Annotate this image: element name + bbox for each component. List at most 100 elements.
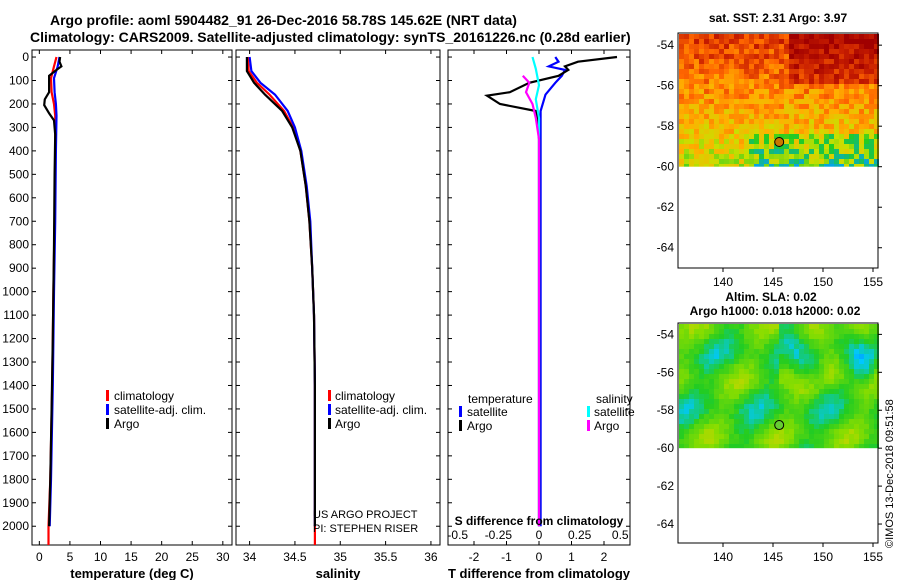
legend-label: Argo [467, 419, 493, 433]
lon-tick-label: 145 [763, 275, 783, 289]
y-tick-label: 600 [9, 191, 29, 205]
map-border [677, 32, 879, 269]
top-axis-label: S difference from climatology [455, 514, 624, 528]
legend-label: climatology [114, 389, 174, 403]
x-axis-label: temperature (deg C) [70, 566, 194, 580]
legend-label: climatology [335, 389, 395, 403]
title-line-2: Climatology: CARS2009. Satellite-adjuste… [30, 29, 631, 45]
x-tick-label: -2 [469, 550, 480, 564]
plot-frame [31, 49, 233, 546]
x-tick-label: 35 [334, 550, 348, 564]
map-raster [679, 34, 879, 167]
y-tick-label: 1000 [2, 285, 29, 299]
y-tick-label: 1100 [3, 308, 29, 322]
x-tick-label: 34 [243, 550, 257, 564]
lat-tick-label: -58 [657, 403, 675, 417]
y-tick-label: 1600 [2, 425, 29, 439]
x-tick-label: 34.5 [283, 550, 307, 564]
x-tick-label: 30 [216, 550, 230, 564]
y-tick-label: 1500 [2, 402, 29, 416]
x-tick-label: 35.5 [374, 550, 398, 564]
y-tick-label: 1200 [2, 332, 29, 346]
y-tick-label: 800 [9, 238, 29, 252]
lat-tick-label: -56 [657, 365, 675, 379]
y-tick-label: 100 [9, 73, 29, 87]
legend-label: Argo [114, 417, 140, 431]
x-tick-label: 20 [155, 550, 169, 564]
lat-tick-label: -58 [657, 119, 675, 133]
legend-label: satellite [594, 405, 635, 419]
y-tick-label: 2000 [2, 519, 29, 533]
sst-map: sat. SST: 2.31 Argo: 3.97 -54 -56 -58 -60 -62… [657, 11, 884, 289]
lat-tick-label: -60 [657, 160, 675, 174]
x-tick-label: 0 [36, 550, 43, 564]
legend-title: salinity [596, 392, 633, 406]
legend-label: Argo [335, 417, 361, 431]
x-tick-label: 2 [601, 550, 608, 564]
lon-tick-label: 145 [763, 550, 783, 564]
top-tick-label: -0.5 [447, 528, 468, 542]
legend-swatch [328, 390, 331, 401]
series-line [521, 75, 541, 527]
legend-swatch [106, 404, 109, 415]
map-border [677, 322, 879, 544]
plot-frame [235, 49, 441, 546]
x-tick-label: -1 [501, 550, 512, 564]
legend-label: Argo [594, 419, 620, 433]
lon-tick-label: 155 [863, 275, 883, 289]
y-tick-label: 500 [9, 167, 29, 181]
top-tick-label: -0.25 [485, 528, 513, 542]
legend-swatch [587, 420, 590, 431]
top-tick-label: 0 [536, 528, 543, 542]
map-title: Argo h1000: 0.018 h2000: 0.02 [690, 304, 861, 318]
lon-tick-label: 150 [813, 550, 833, 564]
map-title: Altim. SLA: 0.02 [725, 290, 817, 304]
lat-tick-label: -56 [657, 79, 675, 93]
lat-tick-label: -54 [657, 327, 675, 341]
legend-label: satellite-adj. clim. [335, 403, 427, 417]
legend-swatch [106, 418, 109, 429]
map-raster [679, 324, 879, 449]
legend-swatch [459, 420, 462, 431]
y-tick-label: 1300 [2, 355, 29, 369]
argo-float-marker [774, 420, 785, 431]
x-tick-label: 15 [124, 550, 138, 564]
lon-tick-label: 140 [713, 550, 733, 564]
y-tick-label: 1900 [2, 496, 29, 510]
y-tick-label: 0 [22, 50, 29, 64]
x-tick-label: 25 [186, 550, 200, 564]
credit-annotation: US ARGO PROJECT [313, 509, 418, 521]
y-tick-label: 1400 [2, 378, 29, 392]
imos-stamp: ©IMOS 13-Dec-2018 09:51:58 [884, 399, 896, 548]
lat-tick-label: -62 [657, 479, 675, 493]
title-line-1: Argo profile: aoml 5904482_91 26-Dec-201… [50, 12, 517, 28]
argo-float-marker [774, 136, 785, 147]
legend-swatch [328, 404, 331, 415]
x-tick-label: 1 [568, 550, 575, 564]
temperature-profile-chart: 0100200300400500600700800900100011001200… [2, 49, 233, 580]
legend-swatch [106, 390, 109, 401]
y-tick-label: 900 [9, 261, 29, 275]
difference-profile-chart: -2 -1 0 1 2 T difference from climatology S di… [447, 49, 635, 580]
map-title: sat. SST: 2.31 Argo: 3.97 [709, 11, 848, 25]
lat-tick-label: -62 [657, 200, 675, 214]
legend-swatch [587, 406, 590, 417]
x-axis-label: salinity [316, 566, 362, 580]
x-tick-label: 36 [424, 550, 438, 564]
lat-tick-label: -54 [657, 38, 675, 52]
y-tick-label: 300 [9, 120, 29, 134]
lon-tick-label: 150 [813, 275, 833, 289]
x-axis-label: T difference from climatology [448, 566, 631, 580]
lon-tick-label: 155 [863, 550, 883, 564]
top-tick-label: 0.5 [612, 528, 629, 542]
series-line [245, 57, 316, 527]
y-tick-label: 1700 [2, 449, 29, 463]
lat-tick-label: -60 [657, 441, 675, 455]
salinity-profile-chart: 34 34.5 35 35.5 36 salinity climatologysatelli… [235, 49, 441, 580]
x-tick-label: 10 [94, 550, 108, 564]
legend-label: satellite-adj. clim. [114, 403, 206, 417]
top-tick-label: 0.25 [568, 528, 592, 542]
series-line [43, 56, 63, 527]
